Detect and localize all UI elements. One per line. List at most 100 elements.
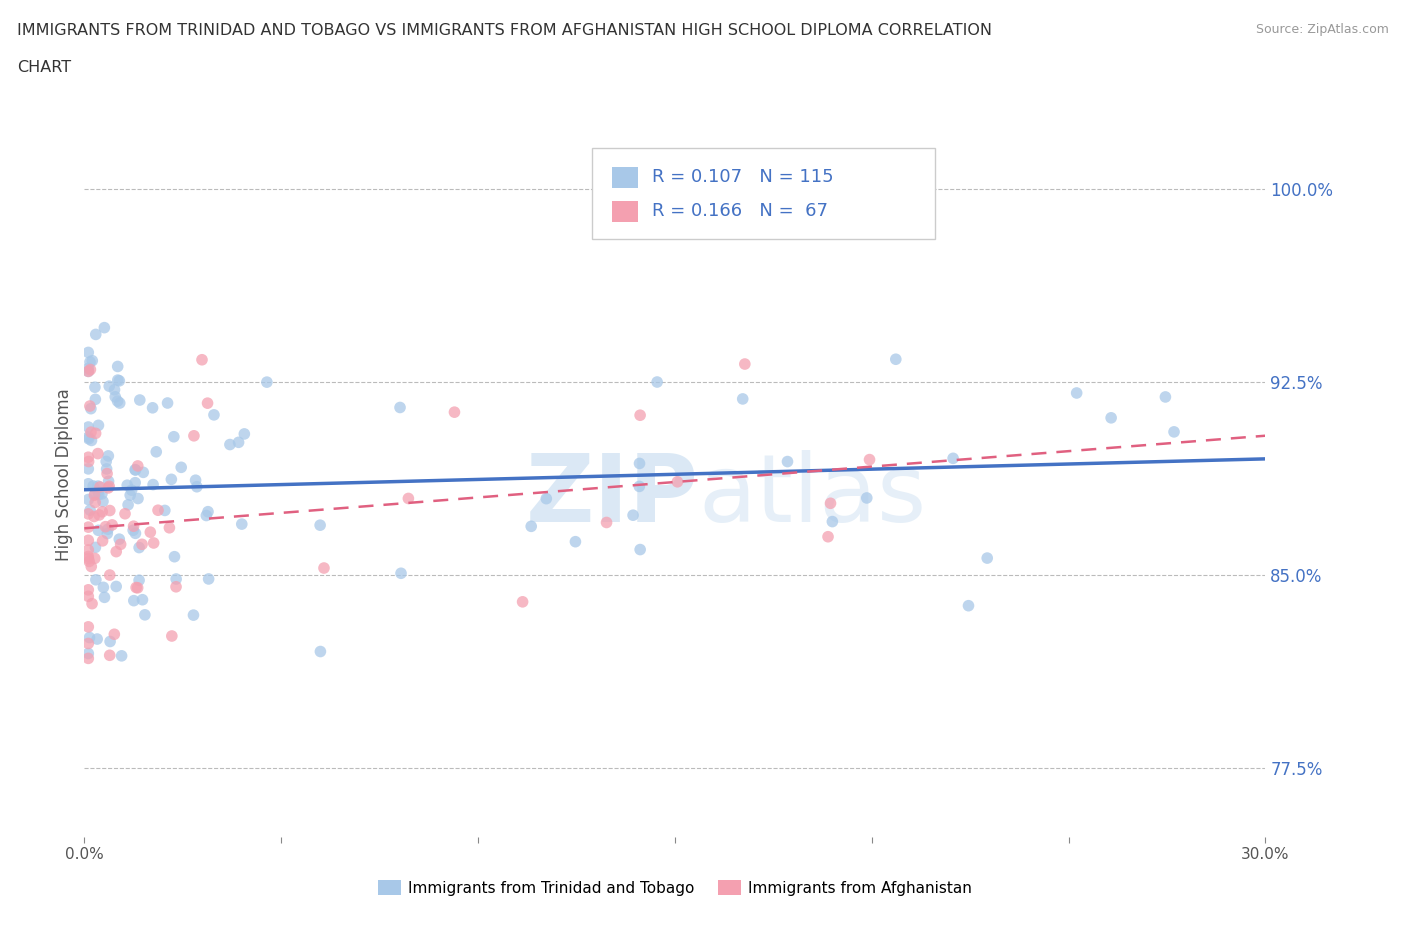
Point: [110, 537, 132, 551]
Point: [107, 393, 129, 408]
Point: [628, 407, 651, 422]
Point: [77, 432, 100, 446]
Point: [107, 359, 129, 374]
Point: [942, 451, 965, 466]
Point: [821, 514, 844, 529]
Point: [195, 508, 218, 523]
Point: [117, 498, 139, 512]
Point: [160, 629, 183, 644]
Point: [104, 390, 127, 405]
Point: [84, 540, 107, 555]
Point: [256, 375, 278, 390]
Point: [84, 392, 107, 406]
Point: [122, 519, 145, 534]
Point: [77, 454, 100, 469]
Point: [87, 418, 110, 432]
Point: [628, 542, 651, 557]
Point: [128, 540, 150, 555]
Point: [134, 607, 156, 622]
Point: [108, 373, 131, 388]
Point: [84, 572, 107, 587]
Point: [1099, 410, 1122, 425]
Point: [884, 352, 907, 366]
Point: [1154, 390, 1177, 405]
Point: [77, 549, 100, 564]
Point: [80, 596, 103, 611]
Point: [1163, 424, 1185, 439]
Point: [97, 448, 120, 463]
Point: [132, 465, 155, 480]
Point: [87, 484, 110, 498]
Point: [156, 395, 179, 410]
Text: R = 0.107   N = 115: R = 0.107 N = 115: [652, 168, 834, 186]
Point: [77, 646, 100, 661]
Point: [103, 382, 125, 397]
Point: [976, 551, 998, 565]
Point: [127, 580, 149, 595]
Point: [80, 425, 103, 440]
Point: [124, 462, 146, 477]
Point: [96, 466, 118, 481]
Point: [105, 544, 128, 559]
Point: [131, 537, 153, 551]
Point: [170, 459, 193, 474]
Point: [77, 520, 100, 535]
Point: [87, 523, 110, 538]
Point: [108, 395, 131, 410]
Point: [228, 435, 250, 450]
Point: [94, 519, 117, 534]
Point: [103, 627, 125, 642]
Point: [77, 450, 100, 465]
Point: [97, 474, 120, 489]
Point: [84, 426, 107, 441]
Point: [142, 477, 165, 492]
Point: [77, 542, 100, 557]
Point: [121, 483, 143, 498]
Point: [98, 479, 121, 494]
Point: [124, 525, 146, 540]
Point: [817, 529, 839, 544]
Point: [114, 506, 136, 521]
Point: [87, 446, 110, 461]
Text: ZIP: ZIP: [526, 450, 699, 542]
FancyBboxPatch shape: [612, 201, 638, 222]
Point: [309, 518, 332, 533]
Point: [83, 551, 105, 565]
Text: R = 0.166   N =  67: R = 0.166 N = 67: [652, 203, 828, 220]
Point: [98, 379, 121, 393]
Point: [309, 644, 332, 659]
Point: [107, 373, 129, 388]
Point: [77, 554, 100, 569]
Point: [124, 462, 146, 477]
Point: [219, 437, 242, 452]
Point: [191, 352, 214, 367]
Point: [122, 593, 145, 608]
Point: [128, 392, 150, 407]
Point: [165, 572, 187, 587]
Point: [564, 534, 586, 549]
Point: [98, 503, 121, 518]
FancyBboxPatch shape: [592, 148, 935, 239]
Point: [855, 490, 877, 505]
Point: [96, 454, 118, 469]
Point: [165, 579, 187, 594]
Point: [77, 492, 100, 507]
Point: [125, 580, 148, 595]
Point: [77, 533, 100, 548]
Point: [183, 607, 205, 622]
Point: [142, 536, 165, 551]
Point: [84, 487, 107, 502]
Point: [89, 508, 111, 523]
Point: [77, 461, 100, 476]
Point: [77, 636, 100, 651]
Point: [91, 504, 114, 519]
Point: [628, 479, 651, 494]
Point: [157, 520, 180, 535]
Point: [83, 509, 105, 524]
Point: [98, 648, 121, 663]
Point: [776, 454, 799, 469]
Point: [389, 565, 412, 580]
Point: [127, 458, 149, 473]
Point: [79, 354, 101, 369]
Point: [184, 472, 207, 487]
